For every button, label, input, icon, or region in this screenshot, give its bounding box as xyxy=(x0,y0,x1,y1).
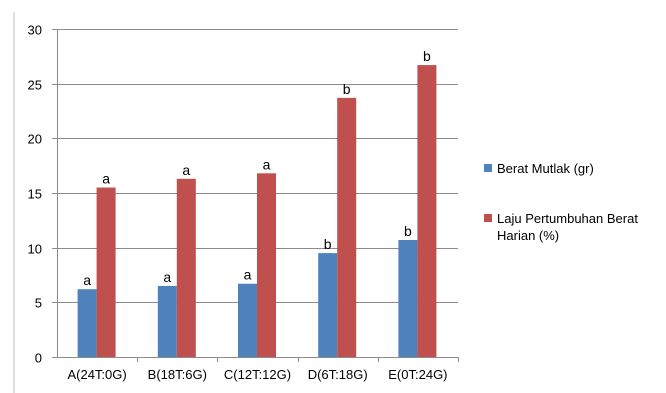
bar-laju-pertumbuhan xyxy=(337,97,357,357)
bar-berat-mutlak xyxy=(398,240,418,357)
bar-laju-pertumbuhan xyxy=(96,187,116,357)
bar-berat-mutlak xyxy=(77,289,97,357)
bar-laju-pertumbuhan xyxy=(417,65,437,357)
data-label: b xyxy=(404,223,412,239)
data-labels: a a a a a a b b b b xyxy=(83,48,431,288)
y-axis: 0 5 10 15 20 25 30 xyxy=(28,23,58,366)
y-tick-label: 5 xyxy=(35,296,42,311)
data-label: a xyxy=(182,162,190,178)
data-label: b xyxy=(343,81,351,97)
x-tick-label: D(6T:18G) xyxy=(308,367,368,382)
legend: Berat Mutlak (gr) Laju Pertumbuhan Berat… xyxy=(484,160,664,277)
legend-item-berat-mutlak: Berat Mutlak (gr) xyxy=(484,160,664,177)
bar-laju-pertumbuhan xyxy=(257,173,276,357)
y-tick-label: 10 xyxy=(28,242,42,257)
y-tick-label: 25 xyxy=(28,78,42,93)
legend-label: Berat Mutlak (gr) xyxy=(497,161,594,176)
x-axis: A(24T:0G) B(18T:6G) C(12T:12G) D(6T:18G) E(0… xyxy=(57,357,459,382)
x-tick-label: B(18T:6G) xyxy=(148,367,207,382)
y-tick-label: 30 xyxy=(28,23,42,38)
y-tick-label: 20 xyxy=(28,132,42,147)
legend-label: Laju Pertumbuhan Berat Harian (%) xyxy=(497,211,638,243)
legend-item-laju-pertumbuhan: Laju Pertumbuhan Berat Harian (%) xyxy=(484,210,664,244)
y-tick-label: 15 xyxy=(28,187,42,202)
bar-berat-mutlak xyxy=(318,253,338,357)
legend-swatch-blue xyxy=(484,164,492,172)
data-label: a xyxy=(263,156,271,172)
data-label: a xyxy=(244,267,252,283)
data-label: b xyxy=(423,48,431,64)
bar-series xyxy=(77,65,437,357)
x-tick-label: C(12T:12G) xyxy=(224,367,291,382)
bar-berat-mutlak xyxy=(238,283,257,357)
x-tick-label: A(24T:0G) xyxy=(67,367,126,382)
data-label: a xyxy=(163,269,171,285)
bar-berat-mutlak xyxy=(157,285,177,357)
y-tick-label: 0 xyxy=(35,351,42,366)
data-label: a xyxy=(102,171,110,187)
x-tick-label: E(0T:24G) xyxy=(388,367,447,382)
data-label: a xyxy=(83,272,91,288)
bar-laju-pertumbuhan xyxy=(176,178,196,357)
data-label: b xyxy=(324,236,332,252)
legend-swatch-red xyxy=(484,214,492,222)
